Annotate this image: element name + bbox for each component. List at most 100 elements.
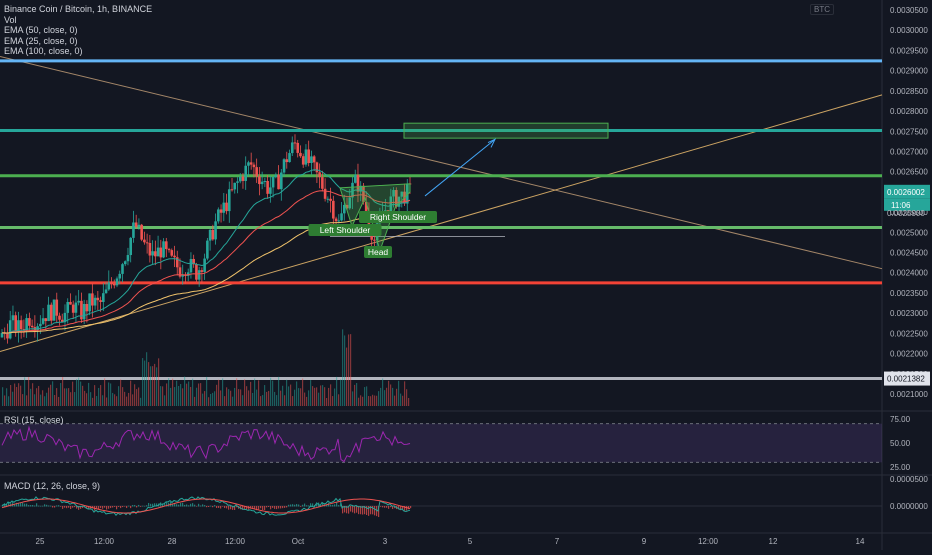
candle-body[interactable]	[17, 320, 20, 333]
candle-body[interactable]	[189, 258, 193, 273]
candle-body[interactable]	[110, 282, 113, 284]
candle-body[interactable]	[356, 174, 360, 192]
candle-body[interactable]	[77, 300, 80, 303]
candle-body[interactable]	[93, 297, 97, 306]
candle-body[interactable]	[118, 273, 122, 279]
candle-body[interactable]	[74, 302, 78, 313]
candle-body[interactable]	[222, 202, 226, 213]
candle-body[interactable]	[337, 220, 341, 222]
currency-tag[interactable]: BTC	[810, 4, 834, 15]
candle-body[interactable]	[315, 162, 319, 173]
candle-body[interactable]	[6, 333, 9, 339]
candle-body[interactable]	[28, 318, 31, 326]
candle-body[interactable]	[310, 156, 313, 164]
candle-body[interactable]	[345, 204, 349, 209]
candle-body[interactable]	[126, 255, 130, 262]
candle-body[interactable]	[148, 243, 152, 256]
candle-body[interactable]	[112, 283, 116, 286]
descending-trendline[interactable]	[0, 55, 883, 270]
candle-body[interactable]	[219, 209, 223, 213]
candle-body[interactable]	[49, 304, 53, 321]
candle-body[interactable]	[290, 142, 294, 154]
candle-body[interactable]	[11, 315, 15, 321]
candle-body[interactable]	[252, 164, 256, 168]
candle-body[interactable]	[392, 190, 395, 197]
last-price-badge[interactable]	[884, 184, 930, 199]
candle-body[interactable]	[195, 264, 198, 280]
candle-body[interactable]	[285, 159, 289, 163]
candle-body[interactable]	[60, 319, 64, 323]
candle-body[interactable]	[258, 176, 261, 185]
candle-body[interactable]	[299, 152, 302, 157]
candle-body[interactable]	[208, 229, 212, 241]
candle-body[interactable]	[247, 162, 250, 166]
candle-body[interactable]	[82, 303, 86, 320]
candle-body[interactable]	[170, 250, 174, 256]
candle-body[interactable]	[192, 258, 195, 265]
candle-body[interactable]	[71, 304, 75, 313]
candle-body[interactable]	[364, 201, 368, 212]
candle-body[interactable]	[249, 162, 253, 165]
candle-body[interactable]	[96, 297, 100, 301]
candle-body[interactable]	[236, 181, 239, 183]
candle-body[interactable]	[214, 221, 217, 240]
candle-body[interactable]	[143, 239, 146, 243]
candle-body[interactable]	[395, 190, 398, 207]
candle-body[interactable]	[8, 320, 12, 339]
candle-body[interactable]	[233, 182, 237, 190]
candle-body[interactable]	[255, 167, 258, 177]
candle-body[interactable]	[373, 239, 376, 241]
candle-body[interactable]	[266, 180, 269, 194]
candle-body[interactable]	[342, 204, 346, 214]
candle-body[interactable]	[351, 182, 354, 198]
candle-body[interactable]	[14, 315, 17, 333]
candle-body[interactable]	[102, 293, 105, 302]
candle-body[interactable]	[164, 241, 168, 250]
candle-body[interactable]	[129, 237, 132, 256]
candle-body[interactable]	[329, 198, 332, 201]
candle-body[interactable]	[348, 197, 352, 209]
candle-body[interactable]	[318, 172, 321, 178]
candle-body[interactable]	[323, 188, 327, 199]
candle-body[interactable]	[80, 300, 83, 320]
candle-body[interactable]	[99, 300, 102, 302]
candle-body[interactable]	[326, 198, 330, 200]
candle-body[interactable]	[332, 200, 335, 219]
candle-body[interactable]	[312, 156, 316, 163]
candle-body[interactable]	[230, 189, 234, 191]
candle-body[interactable]	[197, 270, 201, 280]
candle-body[interactable]	[244, 165, 248, 181]
candle-body[interactable]	[288, 153, 291, 163]
candle-body[interactable]	[107, 282, 111, 290]
candle-body[interactable]	[280, 172, 283, 190]
candle-body[interactable]	[25, 318, 28, 331]
candle-body[interactable]	[175, 257, 179, 268]
candle-body[interactable]	[162, 241, 165, 258]
candle-body[interactable]	[0, 332, 4, 338]
candle-body[interactable]	[206, 240, 209, 259]
candle-body[interactable]	[269, 187, 272, 194]
candle-body[interactable]	[85, 303, 89, 312]
candle-body[interactable]	[296, 142, 300, 153]
candle-body[interactable]	[66, 301, 70, 313]
candle-body[interactable]	[186, 272, 190, 276]
candle-body[interactable]	[137, 224, 141, 227]
candle-body[interactable]	[353, 174, 357, 183]
candle-body[interactable]	[44, 318, 48, 322]
candle-body[interactable]	[340, 213, 343, 221]
candle-body[interactable]	[115, 278, 119, 286]
candle-body[interactable]	[123, 261, 127, 265]
candle-body[interactable]	[405, 183, 409, 204]
projection-arrow[interactable]	[424, 138, 496, 197]
candle-body[interactable]	[88, 293, 91, 312]
candle-body[interactable]	[151, 251, 154, 256]
candle-body[interactable]	[69, 301, 72, 305]
candle-body[interactable]	[39, 323, 42, 327]
candle-body[interactable]	[200, 270, 204, 272]
candle-body[interactable]	[277, 174, 280, 190]
candle-body[interactable]	[154, 251, 157, 257]
candle-body[interactable]	[36, 326, 39, 331]
candle-body[interactable]	[63, 312, 67, 323]
candle-body[interactable]	[321, 177, 324, 189]
